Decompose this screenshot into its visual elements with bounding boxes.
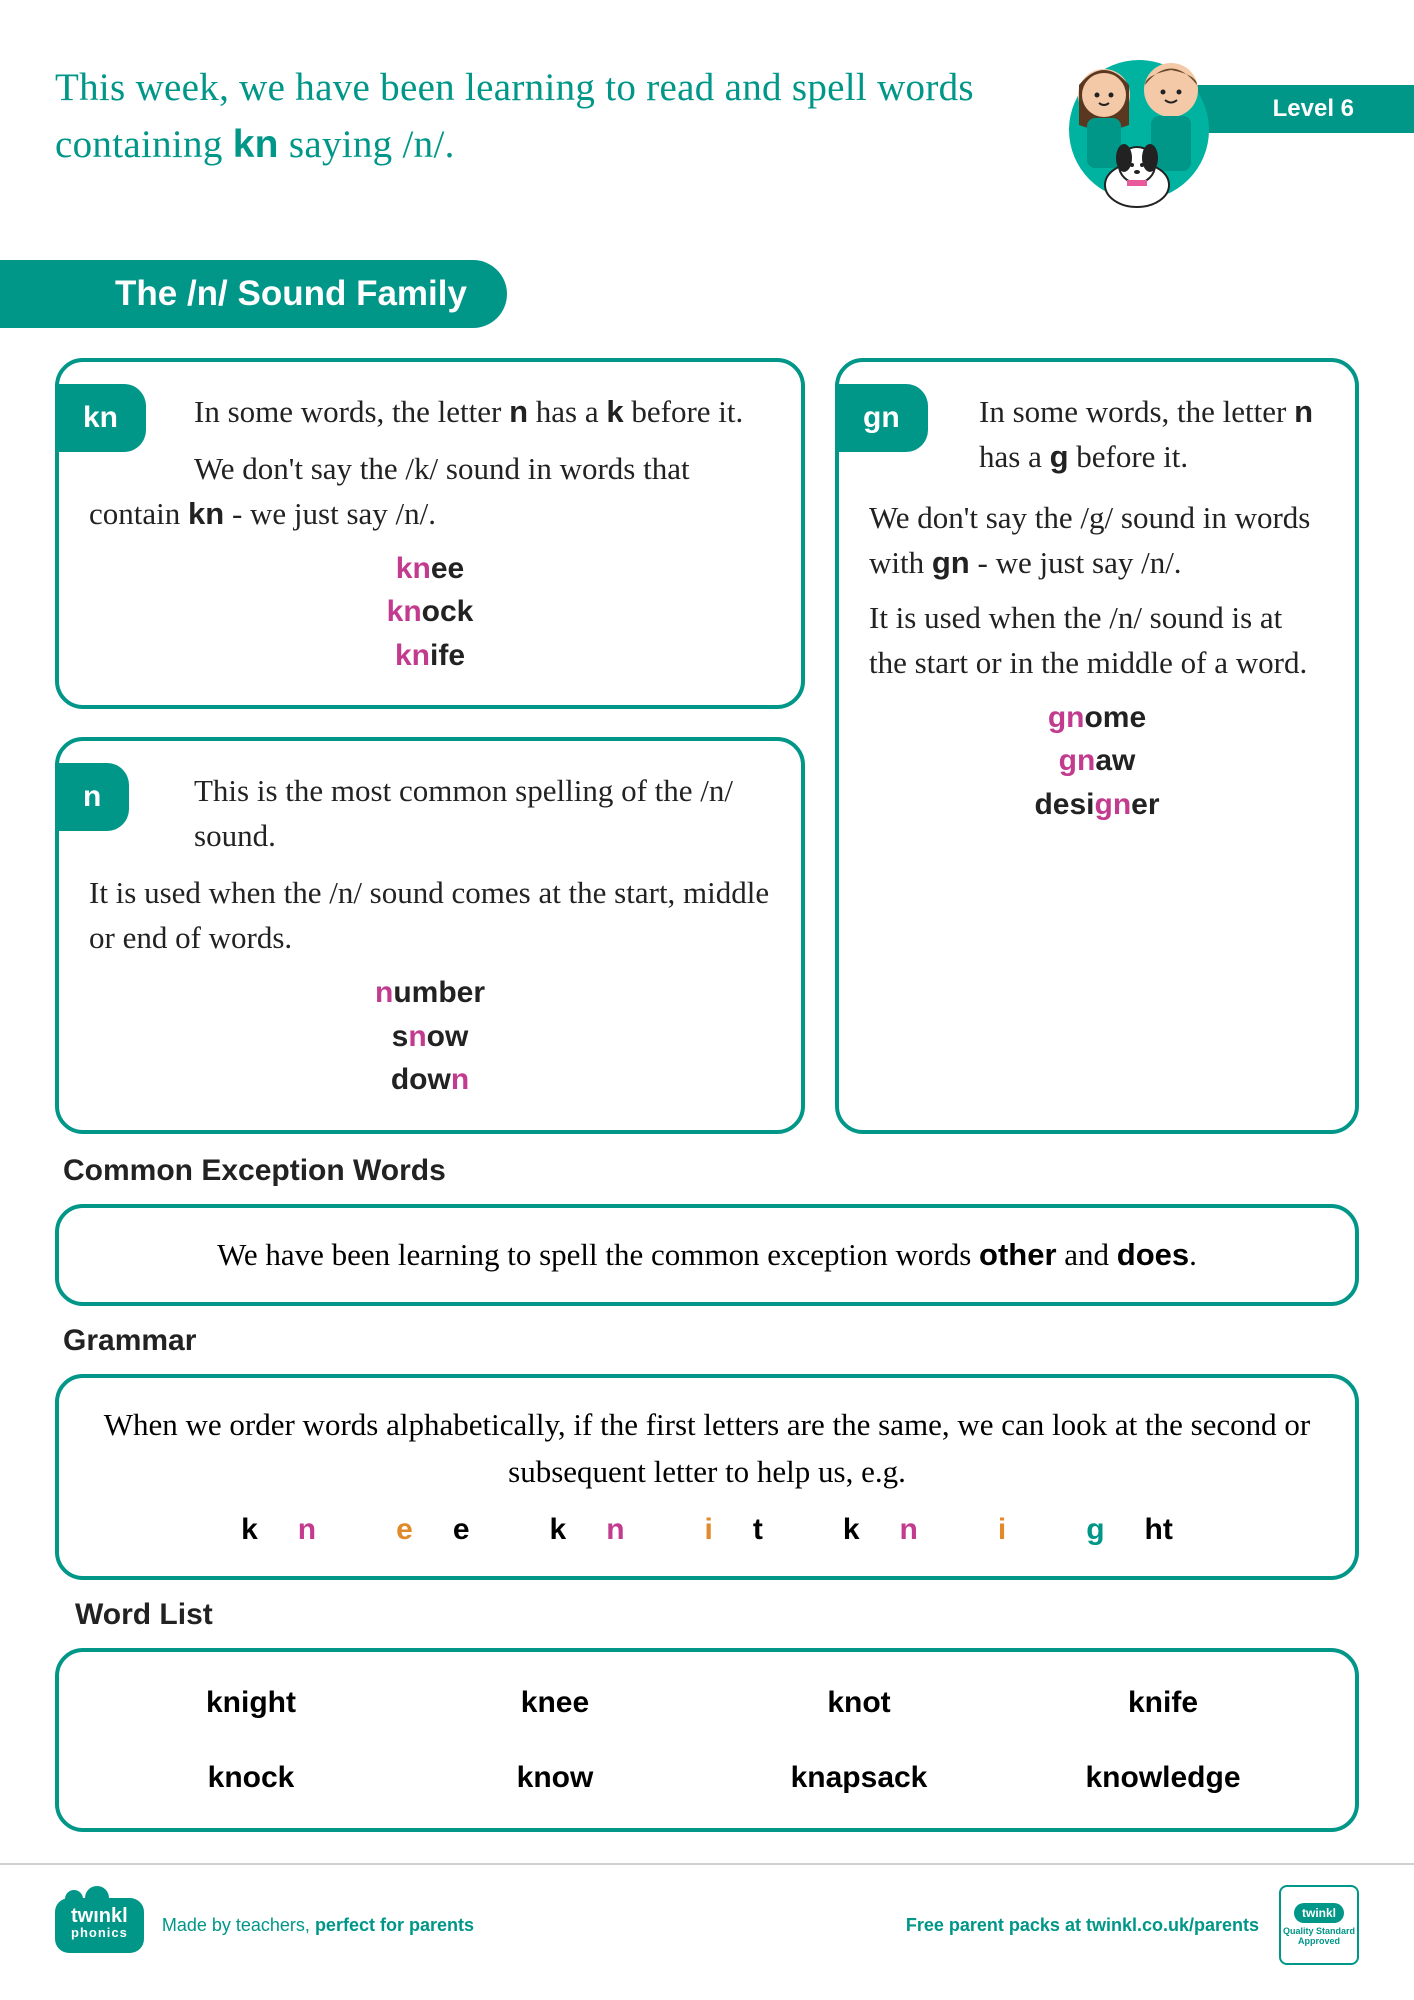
right-column: gn In some words, the letter n has a g b…: [835, 358, 1359, 1134]
gn-examples: gnomegnawdesigner: [869, 696, 1325, 827]
title-bar: The /n/ Sound Family: [0, 260, 1359, 328]
header: This week, we have been learning to read…: [55, 60, 1359, 230]
n-tag: n: [55, 763, 129, 831]
kn-p2: We don't say the /k/ sound in words that…: [89, 447, 771, 537]
cew-box: We have been learning to spell the commo…: [55, 1204, 1359, 1307]
footer-right: Free parent packs at twinkl.co.uk/parent…: [906, 1885, 1359, 1965]
header-graphic: Level 6: [1039, 60, 1359, 230]
kn-p1: In some words, the letter n has a k befo…: [194, 390, 771, 435]
word-grid: knightkneeknotknife knockknowknapsackknow…: [99, 1680, 1315, 1800]
grammar-text: When we order words alphabetically, if t…: [93, 1402, 1321, 1495]
grammar-heading: Grammar: [63, 1324, 1359, 1358]
sound-family-columns: kn In some words, the letter n has a k b…: [55, 358, 1359, 1134]
wordlist-box: knightkneeknotknife knockknowknapsackknow…: [55, 1648, 1359, 1832]
footer-tagline: Made by teachers, perfect for parents: [162, 1915, 474, 1936]
word-item: knight: [99, 1680, 403, 1725]
twinkl-logo-icon: twinklphonics: [55, 1898, 144, 1953]
kn-examples: kneeknockknife: [89, 547, 771, 678]
word-item: knee: [403, 1680, 707, 1725]
cew-heading: Common Exception Words: [63, 1154, 1359, 1188]
left-column: kn In some words, the letter n has a k b…: [55, 358, 805, 1134]
n-p1: This is the most common spelling of the …: [194, 769, 771, 859]
mascot-icon: [1049, 40, 1229, 220]
n-box: n This is the most common spelling of th…: [55, 737, 805, 1133]
gn-p3: It is used when the /n/ sound is at the …: [869, 596, 1325, 686]
wordlist-heading: Word List: [75, 1598, 1359, 1632]
gn-tag: gn: [835, 384, 928, 452]
word-item: knapsack: [707, 1755, 1011, 1800]
gn-p2: We don't say the /g/ sound in words with…: [869, 496, 1325, 586]
word-item: knock: [99, 1755, 403, 1800]
n-p2: It is used when the /n/ sound comes at t…: [89, 871, 771, 961]
n-examples: numbersnowdown: [89, 971, 771, 1102]
grammar-box: When we order words alphabetically, if t…: [55, 1374, 1359, 1580]
kn-tag: kn: [55, 384, 146, 452]
grammar-examples: kneeknitknight: [93, 1507, 1321, 1552]
word-item: knowledge: [1011, 1755, 1315, 1800]
intro-text: This week, we have been learning to read…: [55, 60, 1019, 173]
gn-box: gn In some words, the letter n has a g b…: [835, 358, 1359, 1134]
qsa-badge-icon: twinkl Quality Standard Approved: [1279, 1885, 1359, 1965]
kn-box: kn In some words, the letter n has a k b…: [55, 358, 805, 709]
footer-link-text: Free parent packs at twinkl.co.uk/parent…: [906, 1915, 1259, 1936]
footer: twinklphonics Made by teachers, perfect …: [0, 1863, 1414, 1965]
word-item: knife: [1011, 1680, 1315, 1725]
worksheet-page: This week, we have been learning to read…: [0, 0, 1414, 2000]
gn-p1: In some words, the letter n has a g befo…: [979, 390, 1325, 480]
section-title: The /n/ Sound Family: [0, 260, 507, 328]
word-item: knot: [707, 1680, 1011, 1725]
footer-left: twinklphonics Made by teachers, perfect …: [55, 1898, 474, 1953]
word-item: know: [403, 1755, 707, 1800]
